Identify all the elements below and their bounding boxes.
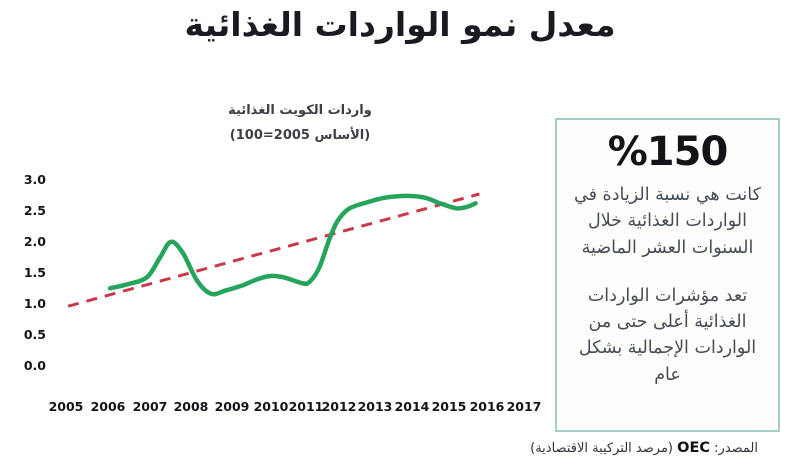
source-prefix: المصدر: <box>714 441 758 456</box>
x-axis-tick-label: 2011 <box>288 399 324 414</box>
food-imports-line <box>107 193 478 297</box>
y-axis-tick-label: 2.0 <box>23 234 46 249</box>
chart-subtitle-line1: واردات الكويت الغذائية <box>228 103 372 118</box>
x-axis-tick-label: 2013 <box>357 399 393 414</box>
x-axis-tick-label: 2005 <box>48 399 84 414</box>
x-axis-tick-label: 2016 <box>469 399 505 414</box>
source-note: (مرصد التركيبة الاقتصادية) <box>530 441 673 456</box>
highlight-value: %150 <box>607 129 729 175</box>
trend-dashed-line <box>67 192 480 308</box>
x-axis-tick-label: 2009 <box>214 399 250 414</box>
x-axis-tick-label: 2010 <box>253 399 289 414</box>
x-axis-tick-label: 2014 <box>394 399 430 414</box>
x-axis-tick-label: 2015 <box>431 399 467 414</box>
highlight-box: %150 كانت هي نسبة الزيادة في الواردات ال… <box>555 118 780 432</box>
y-axis-tick-label: 1.0 <box>23 296 46 311</box>
y-axis-tick-label: 2.5 <box>23 203 46 218</box>
x-axis-tick-label: 2012 <box>321 399 357 414</box>
source-org: OEC <box>677 440 711 456</box>
x-axis-tick-label: 2006 <box>90 399 126 414</box>
chart-subtitle-line2: (الأساس 2005=100) <box>229 127 371 143</box>
x-axis-tick-label: 2007 <box>132 399 168 414</box>
highlight-paragraph-2: تعد مؤشرات الواردات الغذائية أعلى حتى من… <box>578 285 757 385</box>
y-axis-tick-label: 3.0 <box>23 172 46 187</box>
x-axis-tick-label: 2008 <box>173 399 209 414</box>
y-axis-tick-label: 1.5 <box>23 265 46 280</box>
source-line: المصدر: OEC (مرصد التركيبة الاقتصادية) <box>530 440 758 456</box>
highlight-paragraph-1: كانت هي نسبة الزيادة في الواردات الغذائي… <box>574 185 761 258</box>
y-axis-tick-label: 0.5 <box>23 327 46 342</box>
y-axis-tick-label: 0.0 <box>23 358 46 373</box>
page-title: معدل نمو الواردات الغذائية <box>184 5 616 44</box>
chart-subtitle: واردات الكويت الغذائية (الأساس 2005=100) <box>150 99 450 148</box>
x-axis-tick-label: 2017 <box>506 399 542 414</box>
